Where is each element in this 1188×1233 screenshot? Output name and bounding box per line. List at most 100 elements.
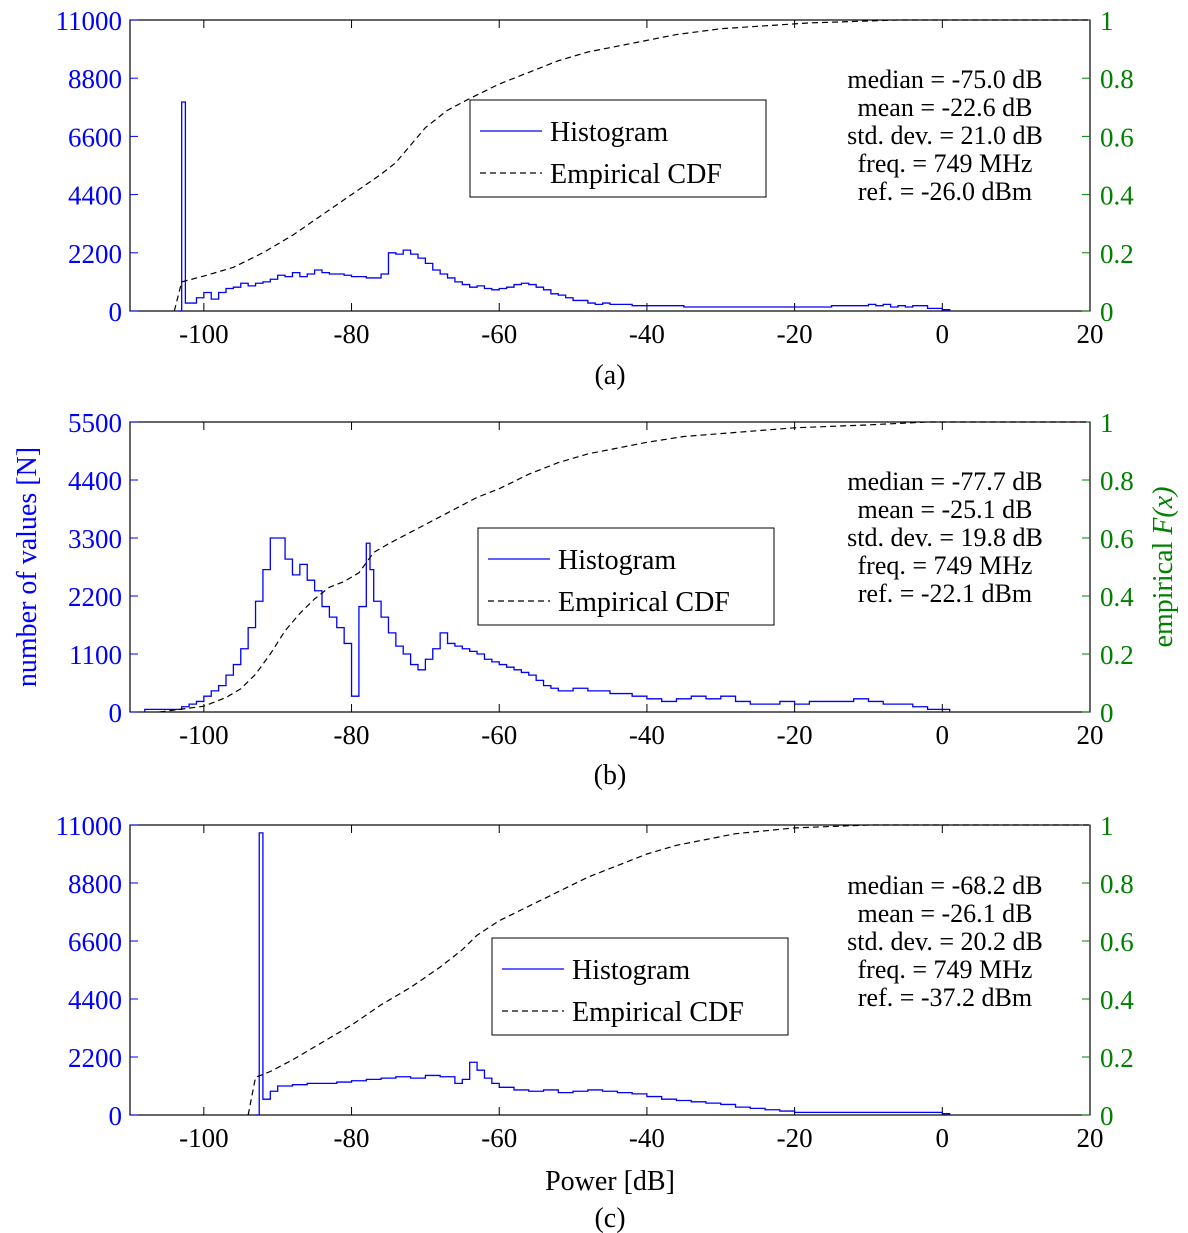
x-tick-label: 0 [936, 319, 950, 349]
legend: Histogram Empirical CDF [469, 99, 767, 198]
stat-line: freq. = 749 MHz [858, 149, 1033, 178]
y-left-tick-label: 0 [109, 297, 123, 327]
legend-histogram-label: Histogram [572, 955, 690, 986]
stat-line: mean = -22.6 dB [858, 93, 1033, 122]
legend-cdf-label: Empirical CDF [550, 159, 722, 190]
y-left-tick-label: 8800 [68, 869, 122, 899]
legend-histogram-label: Histogram [550, 117, 668, 148]
x-tick-label: 0 [936, 720, 950, 750]
x-tick-label: -60 [481, 1123, 517, 1153]
y-left-tick-label: 2200 [68, 1043, 122, 1073]
y-right-tick-label: 0.2 [1100, 1043, 1134, 1073]
x-tick-label: -100 [179, 1123, 229, 1153]
y-left-tick-label: 1100 [69, 640, 122, 670]
right-axis-title-prefix: empirical [1148, 535, 1179, 648]
stat-line: freq. = 749 MHz [858, 551, 1033, 580]
x-tick-label: -80 [334, 319, 370, 349]
cdf-series [247, 824, 1090, 1116]
histogram-series [178, 101, 951, 312]
histogram-series [255, 832, 951, 1116]
y-left-tick-label: 0 [109, 698, 123, 728]
y-right-tick-label: 0 [1100, 1101, 1114, 1131]
stat-line: std. dev. = 21.0 dB [847, 121, 1043, 150]
stat-line: median = -68.2 dB [847, 871, 1042, 900]
x-tick-label: -80 [334, 720, 370, 750]
x-tick-label: -20 [777, 1123, 813, 1153]
x-tick-label: -60 [481, 319, 517, 349]
y-right-tick-label: 0.6 [1100, 927, 1134, 957]
legend-cdf-label: Empirical CDF [558, 587, 730, 618]
x-tick-label: -100 [179, 720, 229, 750]
panel-label: (a) [594, 360, 625, 391]
histogram-series [144, 537, 951, 712]
legend-box [491, 937, 789, 1036]
y-left-tick-label: 2200 [68, 582, 122, 612]
y-left-tick-label: 2200 [68, 239, 122, 269]
legend-box [469, 99, 767, 198]
x-tick-label: 20 [1077, 720, 1104, 750]
x-tick-label: -80 [334, 1123, 370, 1153]
legend: Histogram Empirical CDF [491, 937, 789, 1036]
x-tick-label: -40 [629, 720, 665, 750]
panel-label: (c) [594, 1203, 625, 1233]
x-axis-title: Power [dB] [545, 1166, 675, 1197]
x-tick-label: 20 [1077, 1123, 1104, 1153]
x-tick-label: -20 [777, 720, 813, 750]
y-left-tick-label: 4400 [68, 181, 122, 211]
stat-line: mean = -25.1 dB [858, 495, 1033, 524]
legend-cdf-label: Empirical CDF [572, 997, 744, 1028]
y-right-tick-label: 0.2 [1100, 239, 1134, 269]
stat-line: mean = -26.1 dB [858, 899, 1033, 928]
y-right-tick-label: 1 [1100, 408, 1114, 438]
y-left-tick-label: 11000 [56, 811, 123, 841]
x-tick-label: -40 [629, 1123, 665, 1153]
cdf-series [159, 421, 1090, 713]
stat-line: ref. = -22.1 dBm [858, 579, 1032, 608]
y-left-tick-label: 4400 [68, 985, 122, 1015]
y-right-tick-label: 1 [1100, 811, 1114, 841]
right-axis-title-italic: F(x) [1148, 487, 1179, 536]
panel-a: -100 -80 -60 -40 -20 0 20022004400660088001100… [56, 6, 1135, 391]
x-tick-label: -100 [179, 319, 229, 349]
y-right-tick-label: 0 [1100, 698, 1114, 728]
y-right-tick-label: 0.4 [1100, 181, 1134, 211]
y-left-tick-label: 0 [109, 1101, 123, 1131]
y-right-tick-label: 0.4 [1100, 582, 1134, 612]
y-right-tick-label: 0.8 [1100, 869, 1134, 899]
x-tick-label: 0 [936, 1123, 950, 1153]
y-right-tick-label: 0.4 [1100, 985, 1134, 1015]
y-left-tick-label: 8800 [68, 64, 122, 94]
y-left-tick-label: 6600 [68, 122, 122, 152]
y-left-tick-label: 11000 [56, 6, 123, 36]
x-tick-label: 20 [1077, 319, 1104, 349]
y-right-tick-label: 1 [1100, 6, 1114, 36]
panel-label: (b) [594, 760, 627, 791]
panel-c: -100 -80 -60 -40 -20 0 20022004400660088001100… [56, 811, 1135, 1233]
y-right-tick-label: 0.6 [1100, 122, 1134, 152]
legend-box [477, 527, 775, 626]
stat-line: ref. = -26.0 dBm [858, 177, 1032, 206]
stat-line: median = -77.7 dB [847, 467, 1042, 496]
y-right-tick-label: 0.8 [1100, 466, 1134, 496]
stat-line: std. dev. = 19.8 dB [847, 523, 1043, 552]
y-right-tick-label: 0 [1100, 297, 1114, 327]
y-right-tick-label: 0.8 [1100, 64, 1134, 94]
legend-histogram-label: Histogram [558, 545, 676, 576]
cdf-series [173, 19, 1090, 312]
y-left-tick-label: 4400 [68, 466, 122, 496]
x-tick-label: -20 [777, 319, 813, 349]
stat-line: freq. = 749 MHz [858, 955, 1033, 984]
x-tick-label: -60 [481, 720, 517, 750]
y-left-tick-label: 6600 [68, 927, 122, 957]
left-axis-title: number of values [N] [12, 447, 43, 687]
y-right-tick-label: 0.6 [1100, 524, 1134, 554]
y-left-tick-label: 3300 [68, 524, 122, 554]
right-axis-title: empirical F(x) [1148, 487, 1179, 648]
stat-line: std. dev. = 20.2 dB [847, 927, 1043, 956]
stat-line: median = -75.0 dB [847, 65, 1042, 94]
stat-line: ref. = -37.2 dBm [858, 983, 1032, 1012]
y-left-tick-label: 5500 [68, 408, 122, 438]
legend: Histogram Empirical CDF [477, 527, 775, 626]
panel-b: -100 -80 -60 -40 -20 0 20011002200330044005500… [68, 408, 1134, 791]
